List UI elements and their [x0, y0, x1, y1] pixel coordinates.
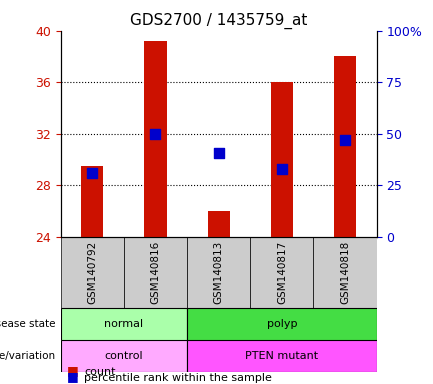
FancyBboxPatch shape [187, 340, 377, 372]
Text: GSM140816: GSM140816 [150, 241, 161, 304]
Text: GSM140818: GSM140818 [340, 241, 350, 304]
Text: polyp: polyp [267, 319, 297, 329]
FancyBboxPatch shape [250, 237, 313, 308]
Text: percentile rank within the sample: percentile rank within the sample [84, 373, 272, 383]
Text: disease state: disease state [0, 319, 55, 329]
Point [89, 169, 96, 175]
FancyBboxPatch shape [187, 237, 250, 308]
Point [215, 150, 222, 156]
Text: ■: ■ [67, 364, 79, 377]
Text: PTEN mutant: PTEN mutant [246, 351, 318, 361]
Bar [271, 82, 293, 237]
Bar [81, 166, 103, 237]
Bar [144, 41, 167, 237]
FancyBboxPatch shape [187, 308, 377, 340]
Point [152, 131, 159, 137]
Point [342, 137, 349, 143]
Polygon shape [58, 348, 60, 364]
Text: GSM140817: GSM140817 [277, 241, 287, 304]
FancyBboxPatch shape [61, 308, 187, 340]
FancyBboxPatch shape [61, 237, 124, 308]
FancyBboxPatch shape [61, 340, 187, 372]
Text: control: control [104, 351, 143, 361]
Text: GSM140792: GSM140792 [87, 241, 97, 304]
FancyBboxPatch shape [124, 237, 187, 308]
Title: GDS2700 / 1435759_at: GDS2700 / 1435759_at [130, 13, 307, 29]
Bar [334, 56, 356, 237]
Polygon shape [58, 316, 60, 332]
Text: ■: ■ [67, 370, 79, 383]
Point [278, 166, 285, 172]
Text: count: count [84, 367, 116, 377]
FancyBboxPatch shape [313, 237, 377, 308]
Text: normal: normal [104, 319, 143, 329]
Bar [207, 211, 230, 237]
Text: GSM140813: GSM140813 [213, 241, 224, 304]
Text: genotype/variation: genotype/variation [0, 351, 55, 361]
